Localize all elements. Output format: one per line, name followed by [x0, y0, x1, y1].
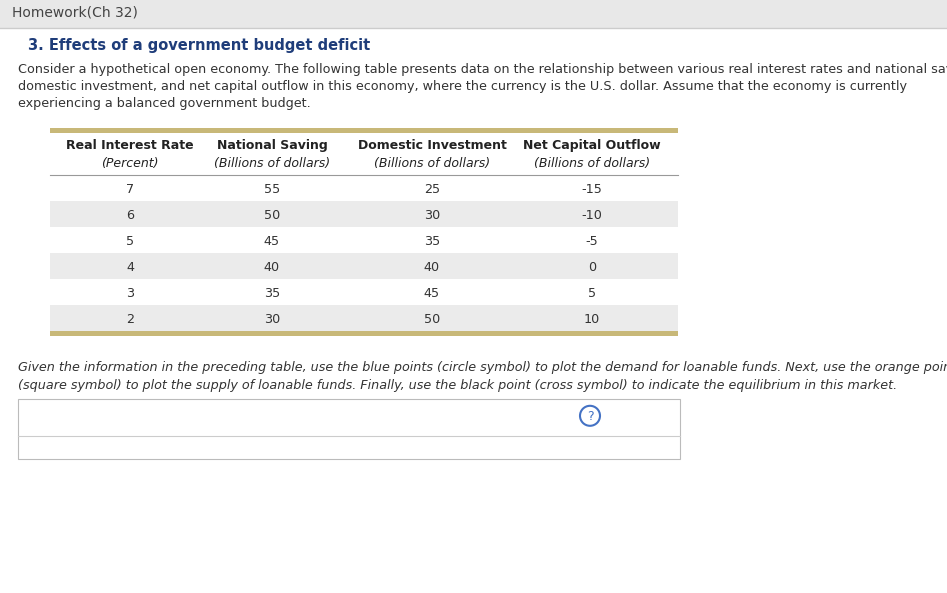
Text: 5: 5	[588, 287, 596, 300]
Text: -5: -5	[585, 235, 599, 248]
Bar	[0, 0, 947, 28]
Text: 7: 7	[126, 183, 134, 196]
Bar	[50, 279, 678, 305]
Text: (Percent): (Percent)	[101, 157, 159, 170]
Text: 45: 45	[264, 235, 280, 248]
Text: (Billions of dollars): (Billions of dollars)	[534, 157, 650, 170]
Bar	[50, 175, 678, 201]
Text: 30: 30	[424, 209, 440, 222]
Text: 4: 4	[126, 261, 134, 274]
Text: -10: -10	[581, 209, 602, 222]
Text: 25: 25	[424, 183, 440, 196]
Text: National Saving: National Saving	[217, 139, 328, 152]
Circle shape	[580, 406, 600, 426]
Text: 2: 2	[126, 313, 134, 326]
Text: 3: 3	[126, 287, 134, 300]
Text: Given the information in the preceding table, use the blue points (circle symbol: Given the information in the preceding t…	[18, 361, 947, 374]
Text: 35: 35	[264, 287, 280, 300]
Bar	[50, 128, 678, 133]
Text: 40: 40	[264, 261, 280, 274]
Text: 55: 55	[264, 183, 280, 196]
Bar	[50, 201, 678, 227]
Text: 30: 30	[264, 313, 280, 326]
Text: Real Interest Rate: Real Interest Rate	[66, 139, 194, 152]
Text: -15: -15	[581, 183, 602, 196]
Text: 3. Effects of a government budget deficit: 3. Effects of a government budget defici…	[28, 38, 370, 53]
Bar	[50, 253, 678, 279]
Text: 10: 10	[584, 313, 600, 326]
Bar	[50, 331, 678, 336]
Text: (square symbol) to plot the supply of loanable funds. Finally, use the black poi: (square symbol) to plot the supply of lo…	[18, 379, 897, 392]
Bar	[50, 305, 678, 331]
Text: 5: 5	[126, 235, 134, 248]
Text: 50: 50	[264, 209, 280, 222]
Text: 45: 45	[424, 287, 440, 300]
Text: (Billions of dollars): (Billions of dollars)	[374, 157, 490, 170]
Text: ?: ?	[587, 410, 594, 423]
Text: Consider a hypothetical open economy. The following table presents data on the r: Consider a hypothetical open economy. Th…	[18, 63, 947, 76]
Text: 50: 50	[424, 313, 440, 326]
Text: Domestic Investment: Domestic Investment	[358, 139, 507, 152]
Text: 40: 40	[424, 261, 440, 274]
Text: 6: 6	[126, 209, 134, 222]
Text: 35: 35	[424, 235, 440, 248]
Text: Homework(Ch 32): Homework(Ch 32)	[12, 6, 138, 20]
Text: experiencing a balanced government budget.: experiencing a balanced government budge…	[18, 97, 311, 110]
Text: 0: 0	[588, 261, 596, 274]
Bar	[18, 399, 680, 459]
Text: (Billions of dollars): (Billions of dollars)	[214, 157, 331, 170]
Bar	[50, 227, 678, 253]
Text: Net Capital Outflow: Net Capital Outflow	[523, 139, 661, 152]
Text: domestic investment, and net capital outflow in this economy, where the currency: domestic investment, and net capital out…	[18, 80, 907, 93]
